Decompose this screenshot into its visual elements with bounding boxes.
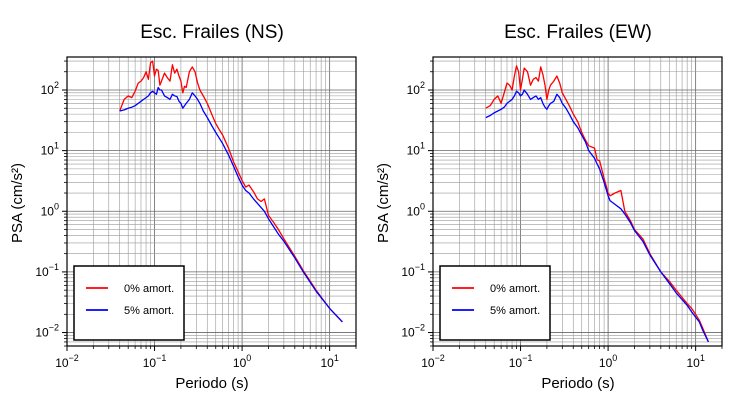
chart-panel-ew: Esc. Frailes (EW) Periodo (s) PSA (cm/s²… [375, 22, 723, 392]
y-tick-label: 10−1 [401, 262, 425, 279]
legend-box [73, 265, 185, 341]
y-tick-label: 10−2 [35, 323, 59, 340]
plot-frame [432, 56, 723, 347]
series-line-blue [119, 86, 343, 323]
chart-panel-ns: Esc. Frailes (NS) Periodo (s) PSA (cm/s²… [9, 22, 357, 392]
y-axis-label: PSA (cm/s²) [375, 163, 392, 243]
x-axis-label: Periodo (s) [541, 375, 614, 392]
x-tick-label: 101 [320, 353, 338, 370]
plot-frame [66, 56, 357, 347]
y-tick-label: 100 [41, 201, 59, 218]
x-tick-label: 100 [599, 353, 617, 370]
chart-title: Esc. Frailes (NS) [140, 22, 284, 43]
legend: 0% amort. 5% amort. [439, 265, 551, 341]
x-axis-label: Periodo (s) [175, 375, 248, 392]
series-line-blue [485, 89, 709, 343]
legend-box [439, 265, 551, 341]
legend-label: 0% amort. [124, 283, 174, 295]
y-tick-label: 10−2 [401, 323, 425, 340]
series-line-red [119, 60, 343, 323]
x-tick-label: 10−2 [421, 353, 445, 370]
y-tick-label: 102 [41, 80, 59, 97]
x-tick-label: 101 [686, 353, 704, 370]
y-tick-label: 101 [41, 141, 59, 158]
y-axis-label: PSA (cm/s²) [9, 163, 26, 243]
legend-label: 5% amort. [490, 305, 540, 317]
x-tick-label: 10−2 [55, 353, 79, 370]
x-tick-label: 10−1 [509, 353, 533, 370]
chart-title: Esc. Frailes (EW) [504, 22, 652, 43]
legend: 0% amort. 5% amort. [73, 265, 185, 341]
x-tick-label: 100 [233, 353, 251, 370]
legend-label: 5% amort. [124, 305, 174, 317]
y-tick-label: 100 [407, 201, 425, 218]
x-tick-label: 10−1 [143, 353, 167, 370]
y-tick-label: 101 [407, 141, 425, 158]
legend-label: 0% amort. [490, 283, 540, 295]
y-tick-label: 10−1 [35, 262, 59, 279]
y-tick-label: 102 [407, 80, 425, 97]
